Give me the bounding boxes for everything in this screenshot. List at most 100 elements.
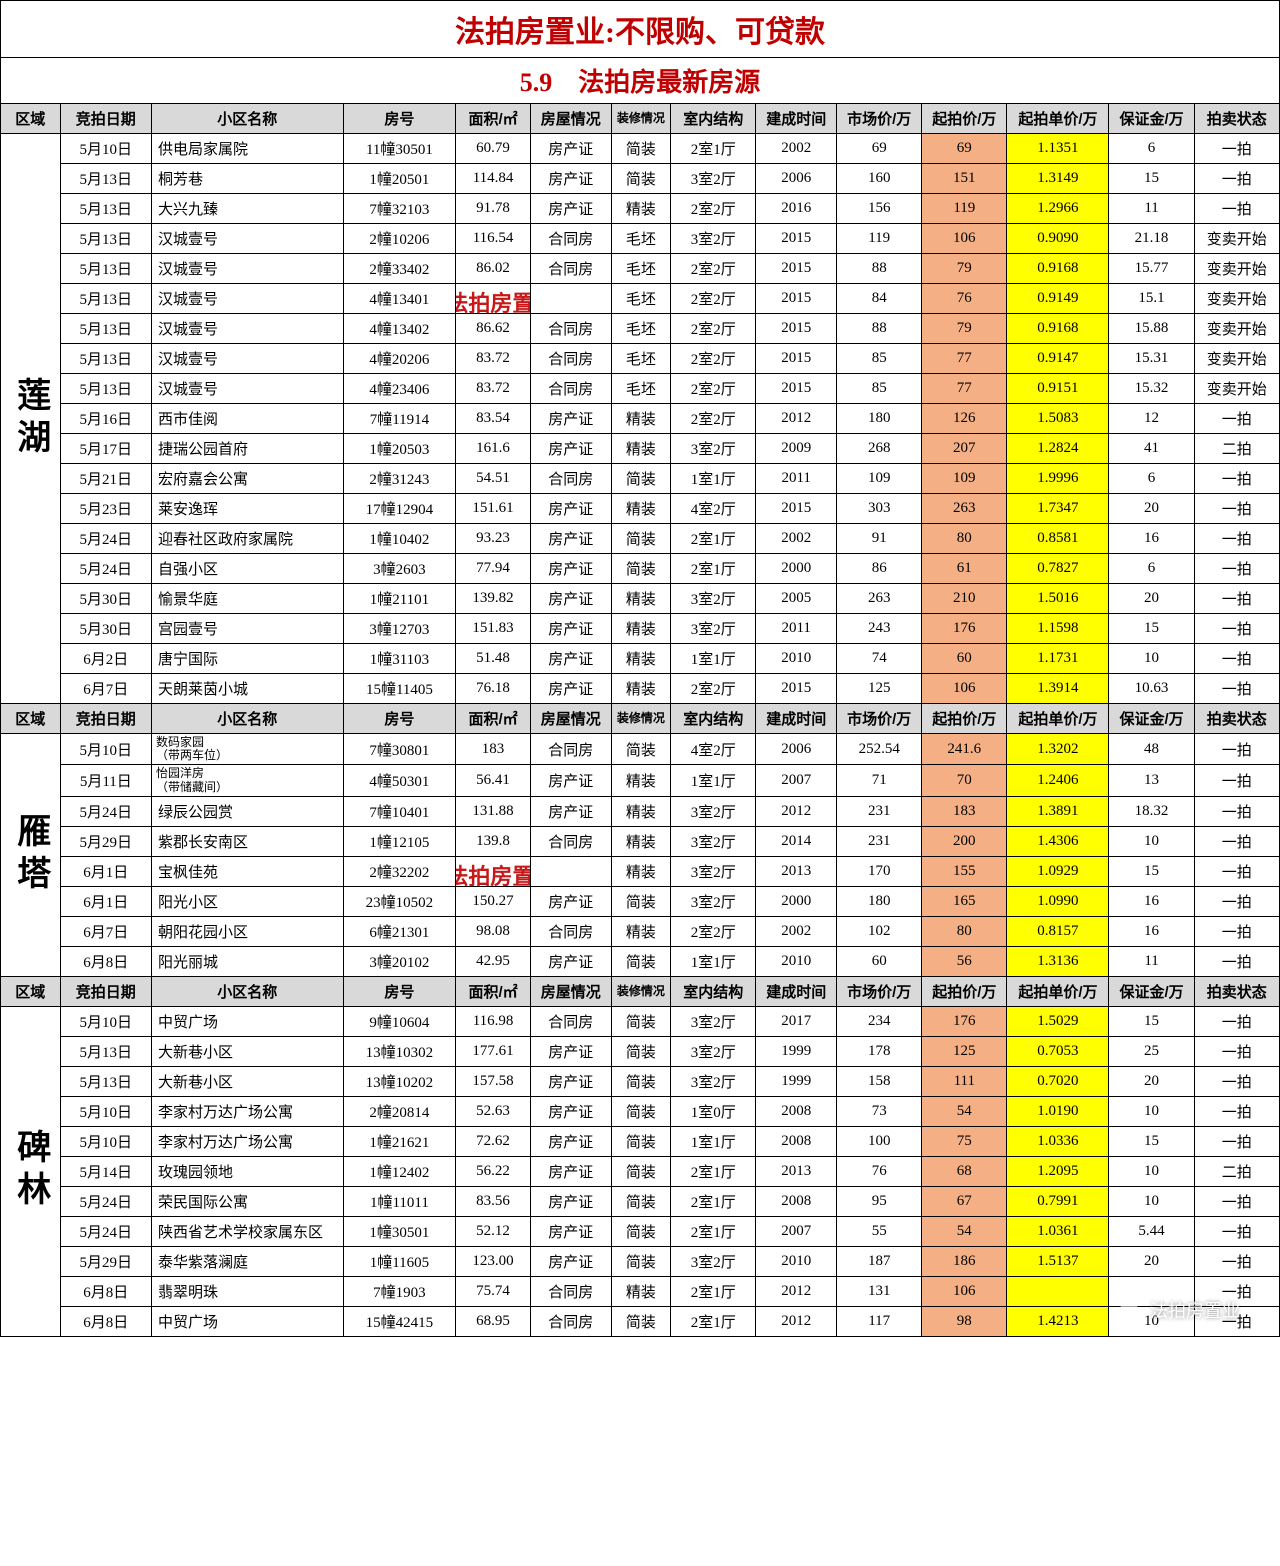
cell: 76.18 <box>456 674 530 704</box>
cell: 180 <box>837 404 922 434</box>
cell: 简装 <box>611 1216 671 1246</box>
col-header: 区域 <box>1 976 61 1006</box>
cell: 简装 <box>611 524 671 554</box>
cell: 15 <box>1109 614 1194 644</box>
cell: 5月14日 <box>60 1156 151 1186</box>
cell: 1室1厅 <box>671 464 756 494</box>
cell: 大新巷小区 <box>152 1036 344 1066</box>
cell: 61 <box>922 554 1007 584</box>
cell: 合同房 <box>530 254 611 284</box>
cell: 合同房 <box>530 464 611 494</box>
cell: 汉城壹号 <box>152 374 344 404</box>
cell: 6月8日 <box>60 1276 151 1306</box>
cell: 精装 <box>611 614 671 644</box>
cell: 法拍房置业 <box>456 856 530 886</box>
cell: 252.54 <box>837 734 922 765</box>
watermark: 法拍房置业 <box>456 286 530 314</box>
cell: 177.61 <box>456 1036 530 1066</box>
cell: 玫瑰园领地 <box>152 1156 344 1186</box>
cell: 6 <box>1109 554 1194 584</box>
cell: 精装 <box>611 674 671 704</box>
cell: 合同房 <box>530 314 611 344</box>
cell: 1幢12402 <box>343 1156 456 1186</box>
cell: 2005 <box>756 584 837 614</box>
cell: 一拍 <box>1194 1186 1279 1216</box>
cell: 16 <box>1109 916 1194 946</box>
cell: 1幢11605 <box>343 1246 456 1276</box>
cell: 房产证 <box>530 674 611 704</box>
cell: 54 <box>922 1096 1007 1126</box>
col-header: 起拍价/万 <box>922 976 1007 1006</box>
cell: 房产证 <box>530 134 611 164</box>
cell: 1幢21621 <box>343 1126 456 1156</box>
cell: 汉城壹号 <box>152 284 344 314</box>
cell: 2室1厅 <box>671 524 756 554</box>
cell: 2015 <box>756 374 837 404</box>
cell: 15幢42415 <box>343 1306 456 1336</box>
cell: 2010 <box>756 1246 837 1276</box>
col-header: 装修情况 <box>611 104 671 134</box>
cell: 2幢10206 <box>343 224 456 254</box>
cell: 72.62 <box>456 1126 530 1156</box>
cell: 绿辰公园赏 <box>152 796 344 826</box>
wechat-icon <box>1119 1302 1139 1322</box>
cell: 房产证 <box>530 1156 611 1186</box>
cell: 2013 <box>756 1156 837 1186</box>
table-row: 5月24日自强小区3幢260377.94房产证简装2室1厅200086610.7… <box>1 554 1280 584</box>
cell: 房产证 <box>530 1186 611 1216</box>
cell: 13幢10302 <box>343 1036 456 1066</box>
cell: 一拍 <box>1194 1246 1279 1276</box>
cell: 毛坯 <box>611 254 671 284</box>
cell: 精装 <box>611 856 671 886</box>
cell: 桐芳巷 <box>152 164 344 194</box>
table-row: 5月13日汉城壹号4幢13401法拍房置业毛坯2室2厅201584760.914… <box>1 284 1280 314</box>
cell: 大新巷小区 <box>152 1066 344 1096</box>
cell: 42.95 <box>456 946 530 976</box>
cell: 一拍 <box>1194 134 1279 164</box>
cell: 16 <box>1109 886 1194 916</box>
col-header: 市场价/万 <box>837 104 922 134</box>
cell: 80 <box>922 916 1007 946</box>
cell: 宏府嘉会公寓 <box>152 464 344 494</box>
cell: 合同房 <box>530 374 611 404</box>
cell: 91 <box>837 524 922 554</box>
cell: 房产证 <box>530 494 611 524</box>
cell: 106 <box>922 674 1007 704</box>
cell: 10 <box>1109 826 1194 856</box>
cell: 109 <box>837 464 922 494</box>
cell: 6 <box>1109 134 1194 164</box>
cell: 2014 <box>756 826 837 856</box>
cell: 111 <box>922 1066 1007 1096</box>
col-header: 区域 <box>1 704 61 734</box>
cell: 51.48 <box>456 644 530 674</box>
col-header: 起拍价/万 <box>922 104 1007 134</box>
cell: 15.1 <box>1109 284 1194 314</box>
cell: 0.9151 <box>1007 374 1109 404</box>
cell: 303 <box>837 494 922 524</box>
cell: 20 <box>1109 584 1194 614</box>
col-header: 建成时间 <box>756 704 837 734</box>
col-header: 装修情况 <box>611 704 671 734</box>
cell: 263 <box>837 584 922 614</box>
cell: 5月17日 <box>60 434 151 464</box>
cell: 一拍 <box>1194 1066 1279 1096</box>
cell: 114.84 <box>456 164 530 194</box>
cell: 5月24日 <box>60 1216 151 1246</box>
cell: 9幢10604 <box>343 1006 456 1036</box>
cell: 67 <box>922 1186 1007 1216</box>
cell: 1.3891 <box>1007 796 1109 826</box>
table-row: 5月30日愉景华庭1幢21101139.82房产证精装3室2厅200526321… <box>1 584 1280 614</box>
cell: 汉城壹号 <box>152 314 344 344</box>
cell: 5月11日 <box>60 765 151 796</box>
cell: 7幢32103 <box>343 194 456 224</box>
cell: 简装 <box>611 1126 671 1156</box>
cell: 一拍 <box>1194 524 1279 554</box>
cell: 4幢20206 <box>343 344 456 374</box>
cell: 简装 <box>611 1006 671 1036</box>
cell: 1.7347 <box>1007 494 1109 524</box>
cell: 1.0336 <box>1007 1126 1109 1156</box>
cell: 3室2厅 <box>671 434 756 464</box>
cell: 一拍 <box>1194 404 1279 434</box>
cell: 简装 <box>611 734 671 765</box>
cell: 2幢32202 <box>343 856 456 886</box>
